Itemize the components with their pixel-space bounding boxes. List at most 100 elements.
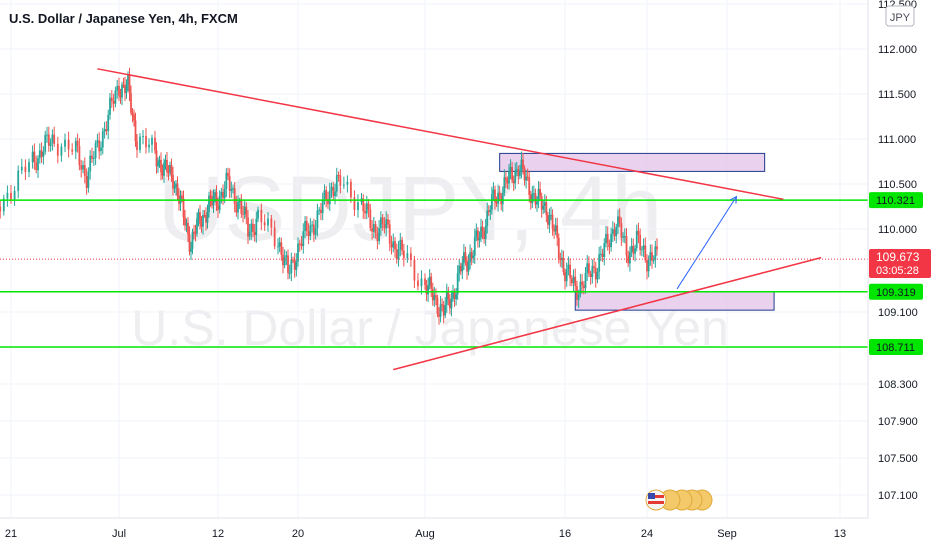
candle-body bbox=[211, 198, 213, 206]
candle-body bbox=[390, 243, 393, 248]
candle-body bbox=[424, 278, 426, 285]
candle-body bbox=[430, 276, 433, 289]
chart-title: U.S. Dollar / Japanese Yen, 4h, FXCM bbox=[9, 11, 238, 26]
time-tick-label: Sep bbox=[717, 528, 737, 540]
candle-body bbox=[546, 215, 549, 225]
candle-body bbox=[651, 252, 653, 261]
candle-body bbox=[307, 231, 310, 236]
candle-body bbox=[71, 149, 74, 152]
candle-body bbox=[64, 139, 66, 147]
candle-body bbox=[142, 136, 144, 138]
candle-body bbox=[215, 192, 218, 206]
candle-body bbox=[397, 249, 400, 260]
candle-body bbox=[369, 209, 372, 229]
candle-body bbox=[139, 136, 141, 150]
candle-body bbox=[85, 176, 88, 188]
candle-body bbox=[525, 176, 528, 181]
candle-body bbox=[46, 134, 48, 136]
candle-body bbox=[646, 259, 648, 272]
time-axis[interactable]: 21 Jul 12 20 Aug 16 24 Sep 13 bbox=[5, 528, 846, 540]
candle-body bbox=[540, 196, 543, 210]
candle-body bbox=[44, 135, 47, 152]
candle-body bbox=[0, 206, 2, 212]
candle-body bbox=[240, 200, 243, 214]
price-tick-label: 107.500 bbox=[878, 453, 918, 465]
candle-body bbox=[374, 224, 377, 234]
currency-button-label[interactable]: JPY bbox=[890, 12, 911, 24]
candle-body bbox=[169, 164, 171, 173]
candle-body bbox=[353, 197, 356, 210]
candle-body bbox=[593, 266, 595, 268]
candle-body bbox=[490, 194, 493, 210]
currency-button[interactable]: JPY bbox=[885, 5, 915, 27]
candle-body bbox=[47, 134, 50, 146]
candle-body bbox=[565, 269, 568, 282]
candle-body bbox=[181, 195, 183, 199]
candle-body bbox=[194, 232, 197, 234]
candle-body bbox=[298, 243, 301, 245]
price-tick-label: 108.300 bbox=[878, 379, 918, 391]
currency-button-frame[interactable] bbox=[885, 5, 915, 27]
candle-body bbox=[190, 248, 192, 252]
candle-body bbox=[556, 225, 559, 238]
candle-body bbox=[107, 114, 110, 132]
level-label: 109.319 bbox=[876, 287, 916, 299]
candle-body bbox=[118, 85, 120, 96]
candle-body bbox=[316, 210, 319, 229]
candle-body bbox=[478, 237, 481, 241]
price-tick-label: 110.000 bbox=[878, 224, 917, 236]
candle-body bbox=[100, 147, 102, 152]
candle-body bbox=[185, 222, 188, 226]
candle-body bbox=[611, 229, 614, 234]
candle-body bbox=[436, 297, 439, 315]
upper-supply-zone bbox=[499, 152, 766, 172]
candle-body bbox=[439, 304, 442, 317]
candle-body bbox=[112, 101, 115, 104]
candle-body bbox=[237, 201, 239, 213]
candle-body bbox=[417, 280, 419, 287]
time-tick-label: 24 bbox=[641, 528, 653, 540]
candle-body bbox=[334, 191, 336, 197]
candle-body bbox=[497, 192, 500, 204]
candle-body bbox=[103, 129, 106, 132]
candle-body bbox=[615, 226, 618, 237]
candle-body bbox=[33, 151, 36, 163]
candle-body bbox=[517, 169, 520, 177]
price-tick-label: 110.500 bbox=[878, 179, 917, 191]
candle-body bbox=[622, 236, 624, 238]
candle-body bbox=[122, 84, 125, 86]
candle-body bbox=[323, 190, 326, 201]
candle-body bbox=[639, 234, 642, 250]
time-tick-label: Jul bbox=[112, 528, 126, 540]
candle-body bbox=[49, 142, 52, 146]
candle-body bbox=[494, 189, 496, 203]
candle-body bbox=[160, 159, 162, 173]
candle-body bbox=[649, 252, 652, 260]
economic-events-icons[interactable] bbox=[645, 489, 713, 511]
candle-body bbox=[480, 226, 482, 238]
candle-body bbox=[293, 259, 296, 270]
level-label-bg bbox=[869, 283, 923, 300]
candle-body bbox=[148, 144, 150, 148]
candle-body bbox=[444, 304, 447, 316]
candle-body bbox=[282, 254, 284, 266]
candle-body bbox=[270, 218, 273, 228]
candle-body bbox=[267, 218, 269, 226]
candle-body bbox=[642, 245, 645, 250]
candle-body bbox=[96, 140, 99, 144]
candle-body bbox=[385, 219, 388, 229]
candle-body bbox=[158, 159, 161, 163]
candle-body bbox=[466, 260, 468, 272]
projection-arrow-head bbox=[730, 195, 737, 204]
candle-body bbox=[337, 175, 340, 177]
candle-body bbox=[483, 230, 486, 239]
candle-body bbox=[548, 215, 551, 225]
candle-body bbox=[518, 170, 521, 177]
candle-body bbox=[526, 176, 529, 178]
time-tick-label: Aug bbox=[415, 528, 435, 540]
candle-body bbox=[637, 230, 640, 235]
candle-body bbox=[318, 209, 321, 211]
candle-body bbox=[332, 187, 335, 197]
